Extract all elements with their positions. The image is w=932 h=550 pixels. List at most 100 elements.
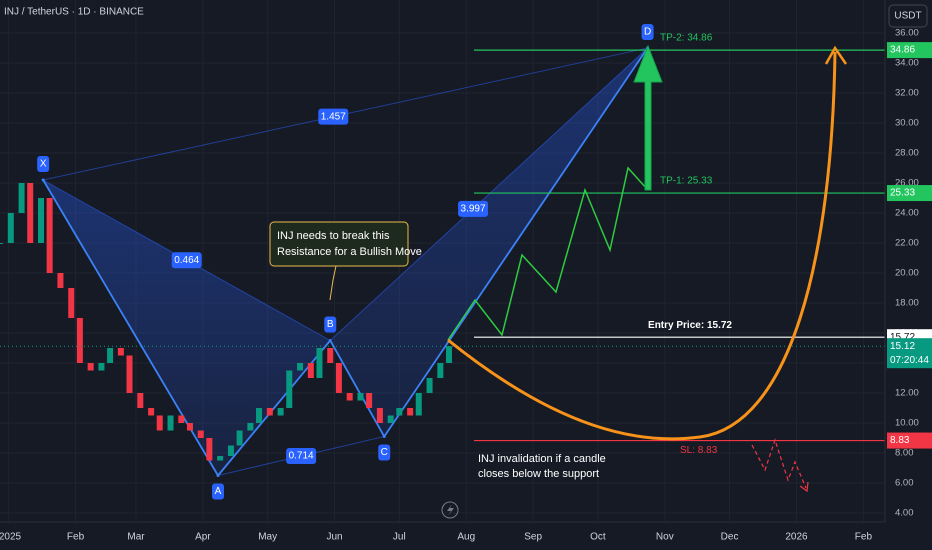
annotation: Resistance for a Bullish Move [277, 246, 422, 258]
candle [376, 408, 383, 423]
y-tick-label: 24.00 [895, 208, 919, 219]
annotation: INJ invalidation if a candle [478, 453, 606, 465]
candle [38, 198, 45, 243]
price-badge [887, 185, 932, 202]
pattern-point [41, 178, 45, 182]
y-tick-label: 34.00 [895, 58, 919, 69]
price-badge-label: 15.72 [890, 332, 915, 343]
orange-arrowhead [824, 45, 848, 65]
plot [0, 46, 885, 477]
candle [277, 408, 284, 416]
x-tick-label: May [258, 532, 277, 543]
candle [178, 415, 185, 423]
pattern-badge [378, 444, 391, 461]
x-tick-label: Aug [457, 532, 475, 543]
candle [247, 423, 254, 431]
candle [236, 430, 243, 446]
y-tick-label: 22.00 [895, 238, 919, 249]
x-tick-label: 2025 [0, 532, 22, 543]
green-arrow [633, 44, 663, 191]
x-tick-label: Jul [393, 532, 406, 543]
x-tick-label: Nov [656, 532, 674, 543]
projections [269, 44, 848, 519]
red-projection [751, 438, 807, 489]
price-badge-label: 34.86 [890, 45, 915, 56]
callout-box [269, 221, 409, 267]
x-tick-label: Dec [721, 532, 739, 543]
candle [107, 348, 114, 363]
candle [415, 393, 422, 416]
x-tick-label: Sep [524, 532, 542, 543]
y-tick-label: 8.00 [895, 448, 914, 459]
ratio-badge [458, 200, 489, 217]
pattern-point [216, 474, 220, 477]
pattern-point [328, 339, 332, 342]
level-label: TP-1: 25.33 [660, 176, 713, 187]
candle [407, 408, 414, 416]
candle [335, 363, 342, 393]
candle [27, 183, 34, 243]
ratio-badge [171, 252, 202, 269]
y-tick-label: 18.00 [895, 298, 919, 309]
pattern-badge [324, 316, 337, 333]
currency-button[interactable] [888, 4, 928, 28]
annotation: INJ needs to break this [277, 230, 390, 242]
countdown: 07:20:44 [890, 355, 929, 366]
candle [387, 415, 394, 423]
candle [227, 445, 234, 456]
y-tick-label: 28.00 [895, 148, 919, 159]
pattern-badge [212, 483, 225, 500]
price-badge-label: 8.83 [890, 435, 910, 446]
candle [396, 408, 403, 416]
pattern-label: C [381, 447, 388, 458]
candle [46, 198, 53, 273]
x-tick-label: Mar [127, 532, 145, 543]
lightning-icon[interactable] [441, 501, 459, 519]
projection-path [447, 166, 649, 341]
lightning-bolt [447, 504, 454, 516]
pattern-leg [383, 47, 649, 438]
level-label: Entry Price: 15.72 [648, 320, 732, 331]
y-tick-label: 10.00 [895, 418, 919, 429]
y-tick-label: 30.00 [895, 118, 919, 129]
price-badge [887, 42, 932, 59]
pattern-fill [330, 48, 648, 437]
last-price-badge [887, 338, 932, 369]
candle [98, 363, 105, 371]
ratio-label: 0.714 [289, 451, 314, 462]
candle [57, 273, 64, 288]
candle [148, 408, 155, 416]
ratio-label: 1.457 [321, 111, 346, 122]
candle [437, 363, 444, 378]
x-tick-label: 2026 [785, 532, 808, 543]
candle [167, 415, 174, 431]
level-label: SL: 8.83 [680, 445, 718, 456]
x-tick-label: Feb [67, 532, 85, 543]
orange-curve [447, 51, 837, 441]
red-arrowhead [799, 481, 809, 493]
candle [426, 378, 433, 393]
candle [156, 415, 163, 431]
currency[interactable]: USDT [894, 11, 921, 22]
candle [286, 370, 293, 408]
candle [297, 363, 304, 371]
candle [197, 430, 204, 438]
pattern-label: B [327, 319, 334, 330]
ratio-badge [286, 448, 317, 464]
price-badge [887, 432, 932, 449]
pattern-leg [329, 340, 386, 437]
y-tick-label: 12.00 [895, 388, 919, 399]
ratio-label: 0.464 [174, 255, 199, 266]
y-tick-label: 32.00 [895, 88, 919, 99]
price-badge-label: 25.33 [890, 188, 915, 199]
annotation: closes below the support [478, 468, 599, 480]
candle [186, 423, 193, 431]
candle [137, 393, 144, 408]
candle [445, 346, 452, 363]
candle [7, 213, 14, 243]
candle [126, 355, 133, 393]
candle [117, 348, 124, 356]
candle [256, 408, 263, 423]
